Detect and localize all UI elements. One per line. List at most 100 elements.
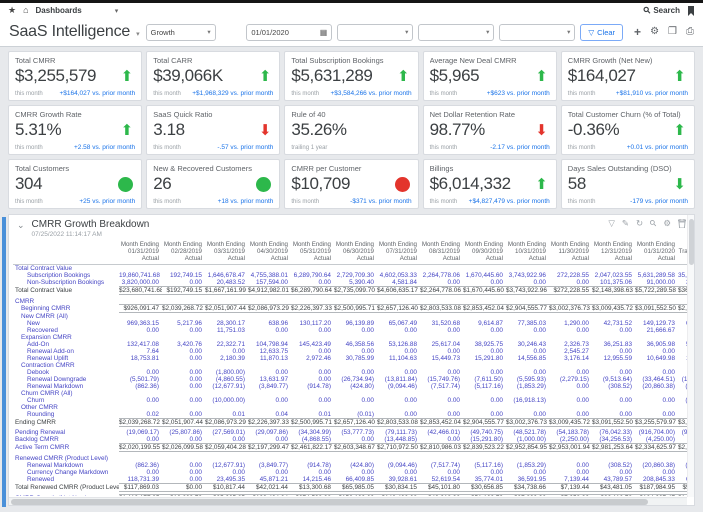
table-row: Total Renewed CMRR (Product Level) $117,8… [13,482,694,492]
cell: 0.00 [146,368,159,376]
kpi-card[interactable]: Total CMRR $3,255,579 ⬆ this month +$164… [8,51,143,101]
row-label: Active Term CMRR [15,444,70,451]
refresh-icon[interactable]: ↻ [636,218,644,229]
cell: 0.00 [576,396,589,404]
cell: 23,495.35 [216,475,245,483]
cell: 10,649.98 [646,354,675,362]
cell: 4,581.84 [392,279,417,286]
row-label: Contraction CMRR [21,361,75,369]
bookmark-icon[interactable] [687,5,695,16]
kpi-period: this month [153,145,181,151]
cell: (19,069.17) [126,429,159,436]
kpi-card[interactable]: CMRR per Customer $10,709 this month -$3… [284,159,419,209]
scrollbar-thumb[interactable] [689,219,694,265]
kpi-card[interactable]: SaaS Quick Ratio 3.18 ⬇ this month -.57 … [146,105,281,155]
dashboard-view-select[interactable]: Growth ▾ [145,23,216,41]
cell: 0.00 [361,368,374,376]
title-chevron-icon[interactable]: ▾ [136,31,140,38]
cell: (916,704.00) [638,429,675,436]
kpi-card[interactable]: Average New Deal CMRR $5,965 ⬆ this mont… [422,51,557,101]
cell: 1,670,445.60 [465,272,503,279]
kpi-value: $10,709 [291,174,351,193]
kpi-value: $39,066K [153,66,223,85]
row-label: Ending CMRR [15,418,56,426]
cell: 36,591.95 [517,475,546,483]
kpi-card[interactable]: Total Subscription Bookings $5,631,289 ⬆… [284,51,419,101]
row-label: Debook [27,368,50,376]
cell: 3,820,000.00 [121,279,159,286]
filter-icon[interactable]: ▽ [608,218,615,229]
table-row: CMRR [13,298,694,305]
kpi-card[interactable]: CMRR Growth (Net New) $164,027 ⬆ this mo… [560,51,695,101]
cell: $2,904,555.77 [506,304,549,313]
filter-select-2[interactable]: ▾ [418,23,495,41]
chevron-down-icon[interactable]: ▾ [114,7,119,15]
kpi-card[interactable]: Total Customers 304 this month +25 vs. p… [8,159,143,209]
cell: $1,113,177.25 [119,493,162,496]
trend-down-icon: ⬇ [535,121,548,139]
kpi-period: this month [291,199,320,205]
cell: 5,390.40 [349,279,374,286]
favorite-star-icon[interactable]: ★ [8,5,17,15]
status-dot-red [394,176,410,192]
kpi-card[interactable]: CMRR Growth Rate 5.31% ⬆ this month +2.5… [8,105,143,155]
search-icon[interactable]: ⚲ [647,217,659,230]
kpi-card[interactable]: Total Customer Churn (% of Total) -0.36%… [560,105,695,155]
cell: 0.00 [662,396,675,404]
clear-filters-button[interactable]: ▽ Clear [580,23,624,41]
cell: 0.00 [189,354,202,362]
cell: 66,409.85 [345,475,374,483]
search-button[interactable]: ⚲ Search [641,4,680,16]
cell: $1,216,311.25 [678,493,694,496]
cell: $2,086,973.29 [248,304,291,313]
cell: 77,385.03 [517,319,546,327]
cell: 65,067.49 [388,319,417,327]
print-icon[interactable]: ⎙ [686,26,694,37]
kpi-card[interactable]: Net Dollar Retention Rate 98.77% ⬇ this … [422,105,557,155]
cell: 0.00 [404,396,417,404]
cell: $3,091,552.50 [635,304,678,313]
kpi-card[interactable]: Total CARR $39,066K ⬆ this month +$1,968… [146,51,281,101]
cell: 15,449.73 [431,354,460,362]
cell: $23,680,741.68 [119,286,162,295]
horizontal-scrollbar[interactable] [9,497,687,505]
cell: 19,860,741.68 [119,272,160,279]
cell: (2,250.00) [559,436,589,443]
add-icon[interactable]: + [634,25,642,39]
trash-icon[interactable] [678,219,686,228]
kpi-card[interactable]: Rule of 40 35.26% trailing 1 year [284,105,419,155]
column-header: Month Ending 07/31/2019 Actual [377,240,420,265]
vertical-scrollbar[interactable] [687,215,694,497]
table-row: New CMRR (All) [13,313,694,320]
cell: (10,000.00) [212,396,245,404]
kpi-period: this month [567,199,596,205]
kpi-period: this month [567,145,596,151]
kpi-card[interactable]: New & Recovered Customers 26 this month … [146,159,281,209]
settings-gear-icon[interactable]: ⚙ [650,26,660,37]
cell: $3,255,579.97 [635,417,678,427]
cell: $2,657,126.40 [334,417,377,427]
row-label: Renewal Markdown [27,461,84,469]
date-input[interactable]: 01/01/2020 ▦ [246,23,333,41]
cell: 36,905.98 [646,340,675,348]
cell: 0.01 [318,410,331,418]
kpi-card[interactable]: Days Sales Outstanding (DSO) 58 ⬇ this m… [560,159,695,209]
filter-select-1[interactable]: ▾ [337,23,414,41]
home-icon[interactable]: ⌂ [23,5,29,15]
scrollbar-thumb[interactable] [11,499,649,505]
cell: 0.00 [533,410,546,418]
settings-gear-icon[interactable]: ⚙ [663,218,671,229]
row-label: Churn CMRR (All) [21,389,73,397]
column-header: Month Ending 12/31/2019 Actual [592,240,635,265]
cell: $2,953,001.94 [549,443,592,452]
table-row: Renewal Downgrade (5,501.79) 0.00 (4,860.55… [13,376,694,383]
cell: 0.00 [189,279,202,286]
nav-dashboards[interactable]: Dashboards [35,6,82,15]
cell: (5,501.79) [129,375,159,383]
edit-pencil-icon[interactable]: ✎ [621,218,630,229]
collapse-chevron-icon[interactable]: ⌄ [17,220,25,230]
cell: (424.80) [350,382,374,390]
filter-select-3[interactable]: ▾ [499,23,576,41]
copy-icon[interactable]: ❐ [668,26,677,37]
kpi-card[interactable]: Billings $6,014,332 ⬆ this month +$4,827… [422,159,557,209]
